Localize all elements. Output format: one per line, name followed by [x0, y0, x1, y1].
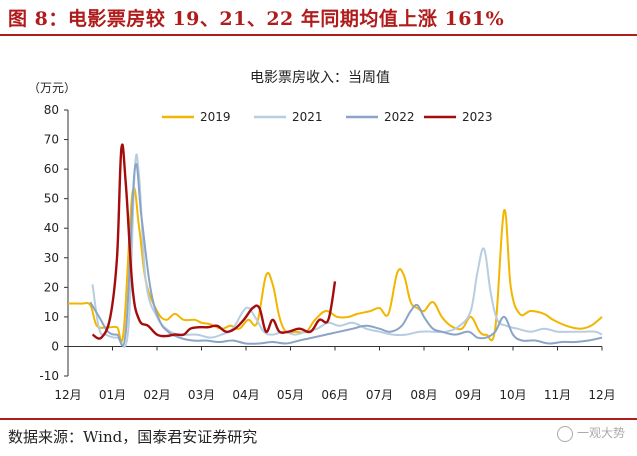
x-tick-label: 01月 — [99, 388, 126, 402]
y-axis-unit-label: （万元） — [28, 81, 76, 95]
title-rule — [0, 34, 637, 36]
watermark: 一观大势 — [556, 424, 625, 442]
x-tick-label: 12月 — [54, 388, 81, 402]
watermark-text: 一观大势 — [576, 426, 625, 440]
watermark-logo-icon — [556, 425, 573, 442]
y-tick-label: 80 — [44, 103, 59, 117]
chart-axes: -10 0 10 20 30 40 50 60 70 80 12月 01月 02月 03月 04月 05月 06… — [39, 103, 615, 402]
y-tick-label: 40 — [44, 221, 59, 235]
x-tick-label: 02月 — [143, 388, 170, 402]
y-tick-label: 30 — [44, 251, 59, 265]
y-tick-label: 20 — [44, 280, 59, 294]
x-tick-label: 10月 — [499, 388, 526, 402]
x-tick-label: 05月 — [277, 388, 304, 402]
y-tick-label: 0 — [51, 339, 59, 353]
data-source: 数据来源：Wind，国泰君安证券研究 — [8, 428, 258, 446]
x-tick-label: 11月 — [544, 388, 571, 402]
legend-label-2021: 2021 — [292, 110, 323, 124]
y-tick-label: -10 — [39, 369, 59, 383]
x-tick-label: 08月 — [410, 388, 437, 402]
x-tick-label: 09月 — [455, 388, 482, 402]
x-tick-label: 12月 — [588, 388, 615, 402]
series-line-2023 — [91, 143, 337, 340]
y-tick-label: 50 — [44, 192, 59, 206]
x-tick-label: 07月 — [366, 388, 393, 402]
chart-series-group — [67, 143, 603, 348]
chart-legend: 2019 2021 2022 2023 — [162, 110, 493, 124]
y-tick-label: 70 — [44, 133, 59, 147]
y-tick-label: 10 — [44, 310, 59, 324]
legend-label-2019: 2019 — [200, 110, 231, 124]
series-line-2022 — [89, 163, 603, 347]
chart-title: 电影票房收入：当周值 — [250, 70, 390, 86]
series-line-2021 — [91, 153, 603, 348]
footer-rule — [0, 418, 637, 420]
series-line-2019 — [67, 186, 603, 343]
x-tick-label: 04月 — [232, 388, 259, 402]
figure-title: 图 8：电影票房较 19、21、22 年同期均值上涨 161% — [8, 8, 505, 30]
legend-label-2022: 2022 — [384, 110, 415, 124]
y-tick-label: 60 — [44, 162, 59, 176]
x-tick-label: 03月 — [188, 388, 215, 402]
legend-label-2023: 2023 — [462, 110, 493, 124]
x-tick-label: 06月 — [321, 388, 348, 402]
